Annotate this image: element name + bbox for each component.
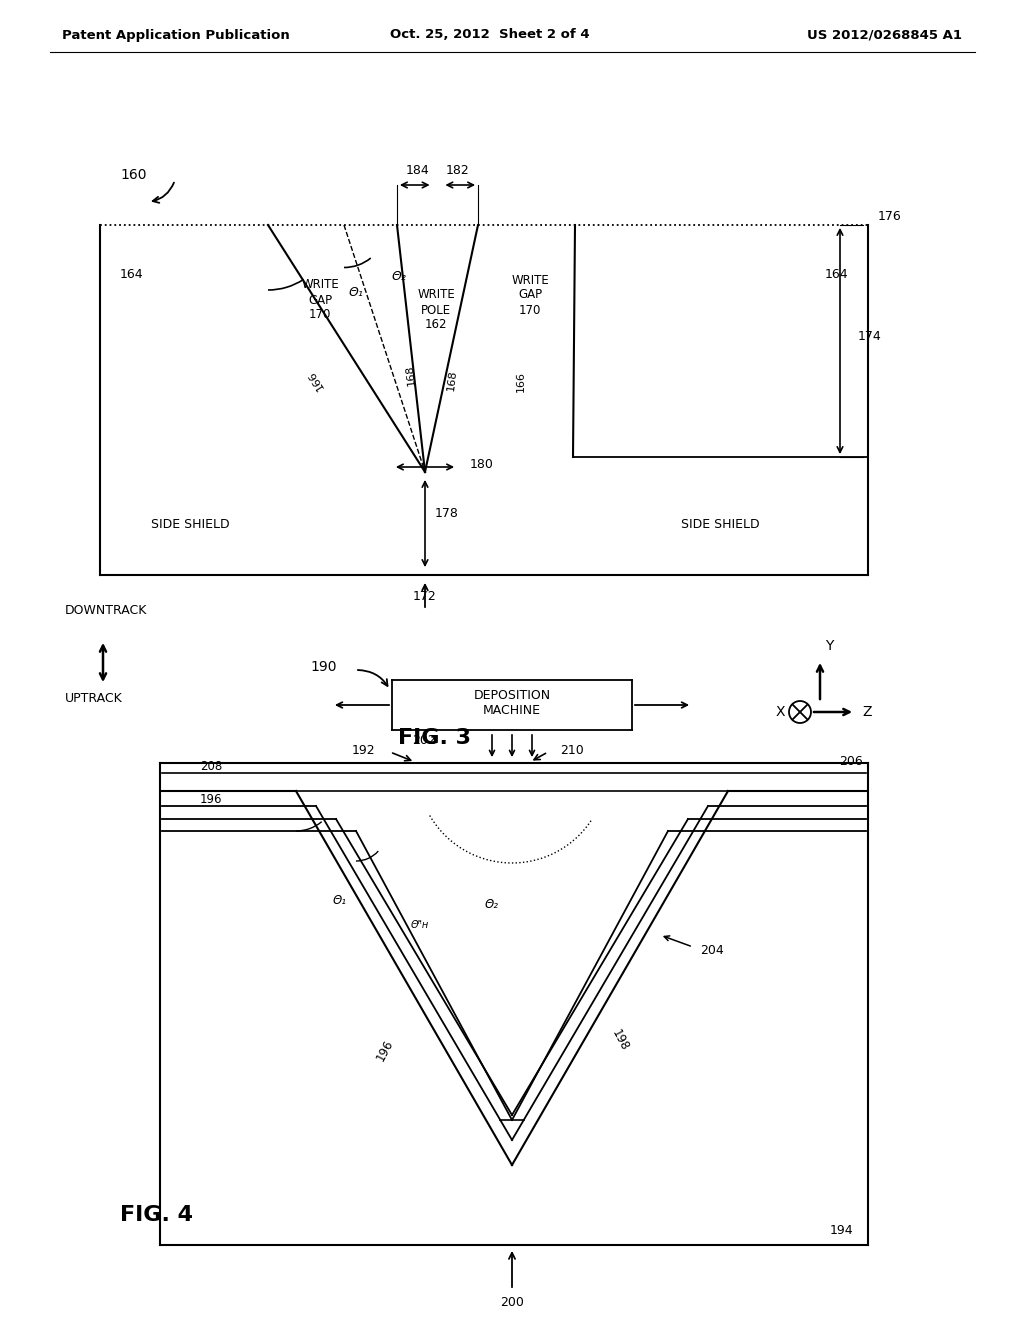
- Text: 192: 192: [351, 743, 375, 756]
- Text: 174: 174: [858, 330, 882, 342]
- Text: 178: 178: [435, 507, 459, 520]
- Text: 166: 166: [516, 371, 526, 392]
- Text: DOWNTRACK: DOWNTRACK: [65, 603, 147, 616]
- Text: SIDE SHIELD: SIDE SHIELD: [151, 519, 229, 532]
- Text: 210: 210: [560, 743, 584, 756]
- Text: Θ₁: Θ₁: [348, 286, 364, 300]
- Text: 200: 200: [500, 1295, 524, 1308]
- Text: X: X: [775, 705, 785, 719]
- Text: 180: 180: [470, 458, 494, 470]
- Text: 182: 182: [445, 165, 470, 177]
- Text: Z: Z: [862, 705, 871, 719]
- Text: 196: 196: [374, 1038, 396, 1063]
- Text: Θ₁: Θ₁: [333, 894, 347, 907]
- Text: 198: 198: [609, 1027, 631, 1053]
- Text: 160: 160: [120, 168, 146, 182]
- Text: Θᴿʜ: Θᴿʜ: [411, 920, 429, 931]
- Text: 164: 164: [120, 268, 143, 281]
- Text: Patent Application Publication: Patent Application Publication: [62, 29, 290, 41]
- Text: 190: 190: [310, 660, 337, 675]
- Text: 208: 208: [200, 760, 222, 774]
- Text: 166: 166: [306, 368, 326, 392]
- Text: 172: 172: [413, 590, 437, 603]
- Text: 194: 194: [829, 1224, 853, 1237]
- Text: 204: 204: [700, 944, 724, 957]
- Text: 184: 184: [406, 165, 429, 177]
- Text: SIDE SHIELD: SIDE SHIELD: [681, 519, 760, 532]
- Text: FIG. 4: FIG. 4: [120, 1205, 193, 1225]
- Text: UPTRACK: UPTRACK: [65, 692, 123, 705]
- Text: Θ₂: Θ₂: [485, 899, 499, 912]
- Text: FIG. 3: FIG. 3: [398, 729, 471, 748]
- Text: 168: 168: [445, 370, 458, 391]
- Text: Oct. 25, 2012  Sheet 2 of 4: Oct. 25, 2012 Sheet 2 of 4: [390, 29, 590, 41]
- Text: WRITE
GAP
170: WRITE GAP 170: [511, 273, 549, 317]
- Text: 196: 196: [200, 793, 222, 807]
- Text: 176: 176: [878, 210, 902, 223]
- Text: WRITE
GAP
170: WRITE GAP 170: [301, 279, 339, 322]
- Text: DEPOSITION
MACHINE: DEPOSITION MACHINE: [473, 689, 551, 717]
- Text: 206: 206: [840, 755, 863, 768]
- Text: Y: Y: [825, 639, 834, 653]
- Text: 164: 164: [824, 268, 848, 281]
- Text: Θ₂: Θ₂: [391, 271, 407, 284]
- Text: US 2012/0268845 A1: US 2012/0268845 A1: [807, 29, 962, 41]
- Text: WRITE
POLE
162: WRITE POLE 162: [417, 289, 455, 331]
- Text: 168: 168: [404, 364, 417, 385]
- Text: 202: 202: [412, 734, 436, 747]
